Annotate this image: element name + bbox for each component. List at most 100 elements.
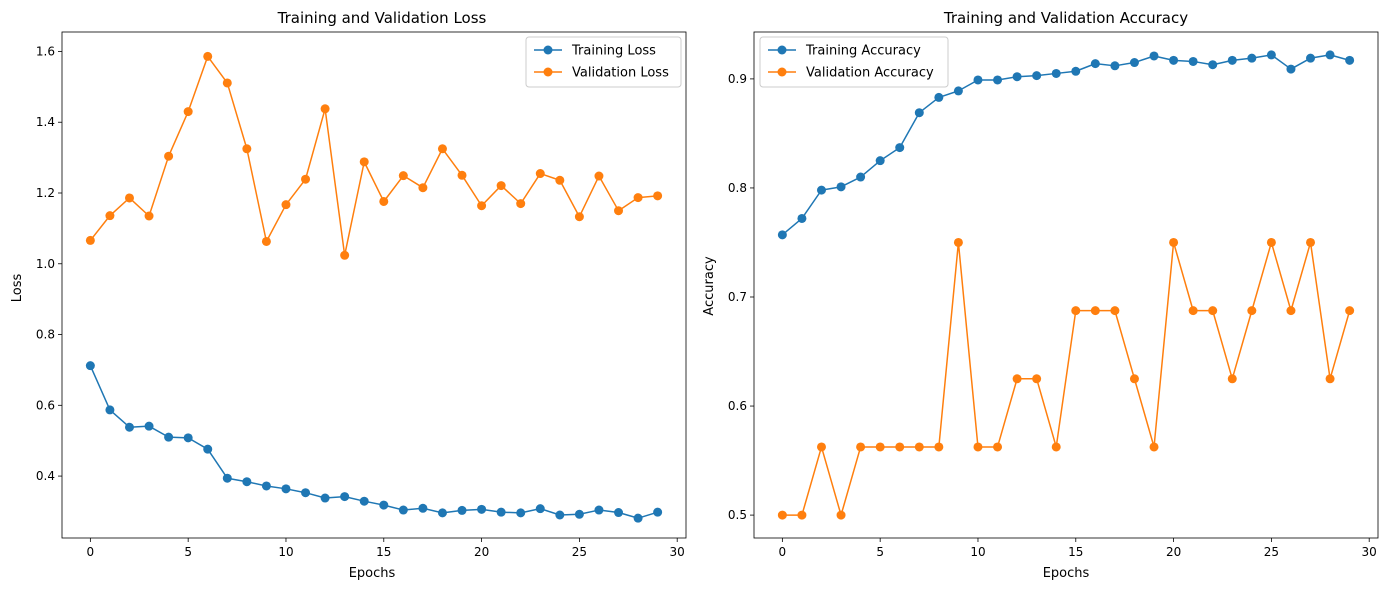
training-accuracy-point xyxy=(1345,55,1355,65)
training-loss-point xyxy=(281,484,291,494)
accuracy-chart-ylabel: Accuracy xyxy=(702,256,717,316)
loss-chart-legend: Training Loss Validation Loss xyxy=(525,36,682,88)
training-accuracy-point xyxy=(1306,53,1316,63)
training-loss-point xyxy=(105,405,115,415)
loss-chart-title: Training and Validation Loss xyxy=(277,9,487,27)
training-accuracy-point xyxy=(875,156,885,166)
validation-accuracy-point xyxy=(836,510,846,520)
training-loss-point xyxy=(398,505,408,515)
loss-chart-ytick-label: 0.8 xyxy=(36,328,55,342)
training-accuracy-point xyxy=(1032,71,1042,81)
accuracy-chart-ytick-label: 0.7 xyxy=(728,290,747,304)
validation-loss-point xyxy=(85,235,95,245)
loss-chart-ytick-label: 1.6 xyxy=(36,44,55,58)
training-loss-point xyxy=(516,508,526,518)
training-loss-point xyxy=(183,433,193,443)
loss-chart-ytick-label: 1.0 xyxy=(36,257,55,271)
accuracy-chart-xlabel: Epochs xyxy=(1043,566,1090,581)
validation-accuracy-point xyxy=(973,442,983,452)
accuracy-chart-ytick-label: 0.9 xyxy=(728,72,747,86)
validation-loss-point xyxy=(164,151,174,161)
training-accuracy-point xyxy=(1012,72,1022,82)
validation-loss-point xyxy=(574,212,584,222)
training-accuracy-point xyxy=(1110,61,1120,71)
validation-accuracy-point xyxy=(875,442,885,452)
validation-accuracy-point xyxy=(1306,237,1316,247)
accuracy-chart: Training and Validation Accuracy Epochs … xyxy=(702,9,1379,581)
training-accuracy-point xyxy=(1149,51,1159,61)
validation-loss-legend-label: Validation Loss xyxy=(572,66,669,81)
validation-loss-point xyxy=(535,169,545,179)
validation-accuracy-point xyxy=(953,237,963,247)
validation-accuracy-point xyxy=(1188,306,1198,316)
loss-chart-xtick-label: 15 xyxy=(376,545,391,559)
validation-loss-point xyxy=(105,211,115,221)
validation-loss-line xyxy=(89,55,658,257)
training-loss-point xyxy=(457,505,467,515)
loss-chart-ytick-label: 0.6 xyxy=(36,398,55,412)
validation-accuracy-point xyxy=(1227,374,1237,384)
validation-accuracy-legend-label: Validation Accuracy xyxy=(806,66,934,81)
training-loss-point xyxy=(535,504,545,514)
accuracy-chart-ytick-label: 0.5 xyxy=(728,508,747,522)
training-accuracy-point xyxy=(1129,58,1139,68)
loss-chart-legend-box xyxy=(525,36,682,88)
accuracy-chart-ytick-label: 0.6 xyxy=(728,399,747,413)
training-loss-point xyxy=(418,503,428,513)
training-loss-point xyxy=(437,508,447,518)
validation-loss-point xyxy=(124,193,134,203)
training-loss-point xyxy=(85,361,95,371)
loss-chart-ytick-label: 1.2 xyxy=(36,186,55,200)
training-loss-point xyxy=(124,422,134,432)
validation-loss-point xyxy=(379,196,389,206)
loss-chart-ytick-label: 1.4 xyxy=(36,115,55,129)
training-accuracy-point xyxy=(1090,59,1100,69)
training-loss-point xyxy=(301,488,311,498)
validation-accuracy-point xyxy=(1345,306,1355,316)
training-accuracy-point xyxy=(973,75,983,85)
training-accuracy-point xyxy=(1266,50,1276,60)
validation-loss-point xyxy=(477,201,487,211)
accuracy-chart-axes-frame xyxy=(753,31,1379,539)
training-loss-point xyxy=(555,510,565,520)
validation-loss-point xyxy=(144,211,154,221)
accuracy-chart-legend: Training Accuracy Validation Accuracy xyxy=(759,36,949,88)
training-accuracy-point xyxy=(1071,66,1081,76)
accuracy-chart-xtick-label: 30 xyxy=(1362,545,1377,559)
validation-accuracy-point xyxy=(1266,237,1276,247)
validation-accuracy-point xyxy=(934,442,944,452)
accuracy-chart-xtick-label: 0 xyxy=(779,545,787,559)
validation-loss-point xyxy=(359,157,369,167)
training-accuracy-point xyxy=(856,172,866,182)
validation-loss-point xyxy=(633,193,643,203)
training-accuracy-point xyxy=(777,230,787,240)
training-accuracy-point xyxy=(1325,50,1335,60)
training-loss-point xyxy=(261,481,271,491)
validation-accuracy-point xyxy=(1051,442,1061,452)
loss-chart-xlabel: Epochs xyxy=(349,566,396,581)
training-loss-point xyxy=(379,500,389,510)
training-accuracy-point xyxy=(895,143,905,153)
training-accuracy-point xyxy=(1227,55,1237,65)
training-accuracy-point xyxy=(1247,53,1257,63)
loss-chart-axes-frame xyxy=(61,31,687,539)
training-accuracy-point xyxy=(953,86,963,96)
training-loss-point xyxy=(594,505,604,515)
training-accuracy-legend-marker xyxy=(777,45,787,55)
training-loss-point xyxy=(164,432,174,442)
accuracy-chart-xtick-label: 15 xyxy=(1068,545,1083,559)
validation-loss-point xyxy=(555,175,565,185)
loss-chart-ytick-label: 0.4 xyxy=(36,469,55,483)
validation-accuracy-point xyxy=(777,510,787,520)
accuracy-chart-xtick-label: 20 xyxy=(1166,545,1181,559)
validation-loss-point xyxy=(301,174,311,184)
validation-accuracy-point xyxy=(797,510,807,520)
validation-loss-point xyxy=(496,181,506,191)
training-accuracy-point xyxy=(1208,60,1218,70)
validation-accuracy-point xyxy=(1208,306,1218,316)
validation-loss-point xyxy=(437,144,447,154)
validation-loss-point xyxy=(594,171,604,181)
training-loss-point xyxy=(653,507,663,517)
training-loss-point xyxy=(144,421,154,431)
